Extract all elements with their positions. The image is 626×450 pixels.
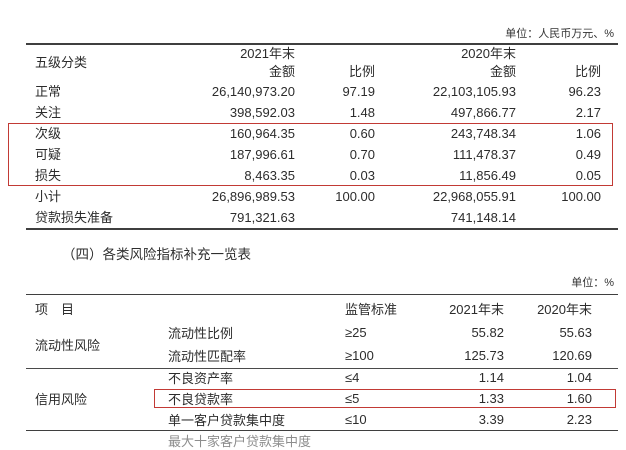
- table-row-subtotal: 小计 26,896,989.53 100.00 22,968,055.91 10…: [26, 186, 618, 207]
- indicator-label: 不良资产率: [168, 371, 234, 386]
- item-column-header: 项 目: [35, 301, 75, 317]
- row-label: 小计: [35, 189, 62, 204]
- risk-indicator-table: 项 目 监管标准 2021年末 2020年末 流动性风险 流动性比例 ≥25 5…: [26, 294, 618, 431]
- amount-2021-cell: 187,996.61: [229, 147, 295, 162]
- standard-cell: ≤4: [345, 370, 360, 385]
- row-label: 损失: [35, 168, 62, 183]
- indicator-label-npl-ratio: 不良贷款率: [168, 392, 234, 407]
- ratio-2020-cell: 96.23: [568, 84, 601, 99]
- value-2020-cell: 1.04: [566, 370, 592, 385]
- indicator-label: 流动性匹配率: [168, 349, 247, 364]
- unit-label-percent: 单位：%: [571, 277, 614, 289]
- ratio-2020-cell: 100.00: [561, 189, 601, 204]
- section-title: （四）各类风险指标补充一览表: [62, 247, 251, 262]
- year-2020-header: 2020年末: [461, 46, 516, 61]
- amount-2021-cell: 791,321.63: [229, 210, 295, 225]
- amount-2020-cell: 22,103,105.93: [432, 84, 516, 99]
- indicator-label: 流动性比例: [168, 326, 234, 341]
- row-label: 次级: [35, 126, 62, 141]
- value-2021-cell: 1.33: [478, 391, 504, 406]
- value-2021-cell: 55.82: [471, 325, 504, 340]
- amount-2021-cell: 26,140,973.20: [211, 84, 295, 99]
- loan-table-header: 五级分类 2021年末 2020年末 金额 比例 金额 比例: [26, 45, 618, 81]
- group-divider-line: [26, 368, 618, 369]
- ratio-2021-cell: [295, 207, 375, 228]
- year-2021-header: 2021年末: [240, 46, 295, 61]
- amount-2021-cell: 160,964.35: [229, 126, 295, 141]
- amount-2021-subheader: 金额: [268, 64, 295, 79]
- group-label-credit-risk: 信用风险: [35, 392, 88, 407]
- amount-2021-cell: 26,896,989.53: [211, 189, 295, 204]
- table-row-doubtful: 可疑 187,996.61 0.70 111,478.37 0.49: [26, 144, 618, 165]
- ratio-2021-cell: 0.70: [349, 147, 375, 162]
- ratio-2021-cell: 97.19: [342, 84, 375, 99]
- year-2021-header: 2021年末: [449, 301, 504, 317]
- standard-cell: ≥25: [345, 325, 367, 340]
- ratio-2020-cell: 0.05: [575, 168, 601, 183]
- standard-cell: ≥100: [345, 348, 374, 363]
- red-annotation-box-npl-ratio: [154, 389, 616, 408]
- unit-label-currency: 单位：人民币万元、%: [505, 28, 614, 40]
- amount-2020-cell: 111,478.37: [452, 147, 516, 162]
- amount-2020-cell: 243,748.34: [450, 126, 516, 141]
- ratio-2020-cell: 1.06: [575, 126, 601, 141]
- amount-2020-cell: 11,856.49: [459, 168, 516, 183]
- amount-2021-cell: 398,592.03: [229, 105, 295, 120]
- amount-2020-subheader: 金额: [489, 64, 516, 79]
- red-annotation-box-npl-rows: [8, 123, 613, 186]
- standard-cell: ≤10: [345, 412, 367, 427]
- ratio-2021-cell: 1.48: [349, 105, 375, 120]
- value-2020-cell: 120.69: [552, 348, 592, 363]
- amount-2021-cell: 8,463.35: [244, 168, 295, 183]
- ratio-2021-subheader: 比例: [348, 64, 375, 79]
- row-label: 正常: [35, 84, 62, 99]
- classification-row-header: 五级分类: [35, 55, 88, 70]
- value-2020-cell: 55.63: [559, 325, 592, 340]
- regulatory-standard-header: 监管标准: [345, 301, 398, 317]
- group-label-liquidity-risk: 流动性风险: [35, 337, 101, 353]
- table-row-loss: 损失 8,463.35 0.03 11,856.49 0.05: [26, 165, 618, 186]
- ratio-2020-cell: 0.49: [575, 147, 601, 162]
- ratio-2020-cell: 2.17: [575, 105, 601, 120]
- ratio-2021-cell: 100.00: [335, 189, 375, 204]
- ratio-2020-subheader: 比例: [574, 64, 601, 79]
- ratio-2021-cell: 0.03: [349, 168, 375, 183]
- year-2020-header: 2020年末: [537, 301, 592, 317]
- ratio-2020-cell: [516, 207, 601, 228]
- table-row-substandard: 次级 160,964.35 0.60 243,748.34 1.06: [26, 123, 618, 144]
- row-label: 贷款损失准备: [35, 210, 114, 225]
- loan-classification-table: 五级分类 2021年末 2020年末 金额 比例 金额 比例 正常 26,140…: [26, 43, 618, 230]
- value-2020-cell: 2.23: [566, 412, 592, 427]
- table-row-attention: 关注 398,592.03 1.48 497,866.77 2.17: [26, 102, 618, 123]
- amount-2020-cell: 741,148.14: [450, 210, 516, 225]
- indicator-label: 单一客户贷款集中度: [168, 413, 286, 428]
- row-label: 关注: [35, 105, 62, 120]
- value-2021-cell: 125.73: [464, 348, 504, 363]
- table-row-loan-loss-provision: 贷款损失准备 791,321.63 741,148.14: [26, 207, 618, 228]
- value-2021-cell: 1.14: [478, 370, 504, 385]
- table-row-normal: 正常 26,140,973.20 97.19 22,103,105.93 96.…: [26, 81, 618, 102]
- standard-cell: ≤5: [345, 391, 360, 406]
- amount-2020-cell: 22,968,055.91: [432, 189, 516, 204]
- value-2020-cell: 1.60: [566, 391, 592, 406]
- value-2021-cell: 3.39: [478, 412, 504, 427]
- document-page: { "accent_red": "#c23a35", "table1": { "…: [8, 28, 618, 449]
- amount-2020-cell: 497,866.77: [450, 105, 516, 120]
- ratio-2021-cell: 0.60: [349, 126, 375, 141]
- row-label: 可疑: [35, 147, 62, 162]
